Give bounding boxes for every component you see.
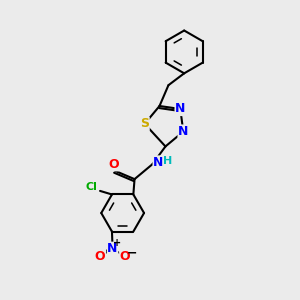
Text: N: N [175, 103, 185, 116]
Text: H: H [163, 156, 172, 166]
Text: O: O [120, 250, 130, 263]
Text: S: S [140, 117, 149, 130]
Text: O: O [108, 158, 119, 171]
Text: −: − [126, 246, 137, 259]
Text: +: + [113, 238, 122, 248]
Text: N: N [153, 156, 164, 169]
Text: N: N [178, 125, 188, 138]
Text: O: O [95, 250, 105, 263]
Text: N: N [107, 242, 118, 255]
Text: Cl: Cl [85, 182, 97, 192]
